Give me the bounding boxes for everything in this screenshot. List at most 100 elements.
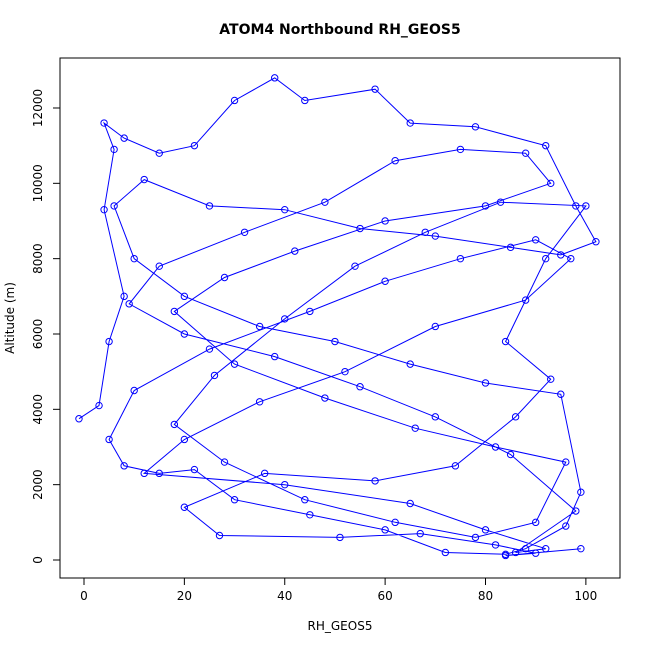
data-point bbox=[110, 145, 118, 154]
data-point bbox=[416, 529, 424, 538]
data-point bbox=[100, 205, 108, 214]
data-point bbox=[471, 123, 480, 131]
data-point bbox=[321, 394, 329, 402]
data-point bbox=[210, 371, 219, 380]
data-point bbox=[155, 149, 163, 157]
data-point bbox=[481, 379, 490, 387]
data-point bbox=[356, 383, 364, 391]
data-point bbox=[230, 360, 239, 368]
data-point bbox=[381, 526, 389, 534]
y-tick-label: 2000 bbox=[31, 469, 45, 500]
y-tick-label: 8000 bbox=[31, 243, 45, 274]
data-point bbox=[592, 238, 600, 246]
data-point bbox=[291, 247, 299, 255]
y-tick-label: 6000 bbox=[31, 319, 45, 350]
data-point bbox=[220, 273, 229, 282]
data-point bbox=[230, 96, 239, 105]
data-point bbox=[542, 544, 550, 553]
data-point bbox=[491, 443, 500, 451]
data-point bbox=[240, 228, 249, 236]
x-tick-label: 20 bbox=[177, 589, 192, 603]
data-point bbox=[406, 119, 414, 127]
data-point bbox=[562, 522, 570, 530]
y-tick-label: 4000 bbox=[31, 394, 45, 425]
data-point bbox=[572, 202, 580, 210]
data-point bbox=[301, 96, 309, 105]
data-point bbox=[562, 458, 570, 466]
data-point bbox=[411, 424, 419, 432]
data-point bbox=[471, 533, 480, 542]
data-point bbox=[255, 398, 264, 406]
data-point bbox=[220, 458, 229, 466]
data-point bbox=[451, 462, 460, 470]
data-point bbox=[170, 420, 179, 429]
x-tick-label: 0 bbox=[80, 589, 88, 603]
x-tick-label: 100 bbox=[574, 589, 597, 603]
data-point bbox=[180, 292, 189, 301]
data-point bbox=[120, 292, 128, 301]
data-point bbox=[205, 202, 214, 210]
data-point bbox=[170, 307, 179, 316]
data-point bbox=[481, 526, 490, 534]
data-point bbox=[271, 352, 279, 361]
data-point bbox=[371, 85, 379, 93]
data-point bbox=[155, 469, 163, 478]
data-point bbox=[391, 518, 399, 527]
data-point bbox=[557, 251, 565, 259]
data-point bbox=[542, 141, 550, 150]
data-point bbox=[205, 345, 214, 353]
data-point bbox=[190, 141, 199, 150]
data-point bbox=[331, 337, 339, 346]
data-point bbox=[557, 390, 565, 398]
chart-title: ATOM4 Northbound RH_GEOS5 bbox=[219, 22, 460, 38]
data-point bbox=[140, 469, 148, 478]
data-point bbox=[130, 254, 138, 263]
data-point bbox=[577, 544, 585, 553]
data-point bbox=[281, 480, 289, 489]
data-point bbox=[421, 228, 429, 236]
data-point bbox=[120, 462, 128, 470]
data-point bbox=[155, 262, 163, 270]
x-axis-label: RH_GEOS5 bbox=[308, 619, 373, 633]
data-point bbox=[190, 465, 199, 474]
data-point bbox=[140, 175, 148, 184]
data-point bbox=[441, 548, 450, 557]
data-point bbox=[542, 254, 550, 263]
data-point bbox=[75, 415, 83, 423]
x-tick-label: 80 bbox=[478, 589, 493, 603]
data-point bbox=[391, 157, 399, 165]
y-tick-label: 0 bbox=[31, 556, 45, 564]
data-point bbox=[406, 499, 414, 508]
data-point bbox=[341, 367, 349, 376]
data-point bbox=[547, 179, 555, 188]
data-point bbox=[521, 149, 530, 157]
data-point bbox=[456, 145, 465, 154]
data-point bbox=[521, 296, 530, 304]
data-point bbox=[105, 435, 113, 444]
data-point bbox=[321, 198, 329, 206]
data-line bbox=[78, 77, 597, 556]
data-point bbox=[180, 330, 189, 338]
data-point bbox=[567, 254, 575, 263]
data-point bbox=[531, 518, 540, 527]
x-tick-label: 40 bbox=[277, 589, 292, 603]
data-point bbox=[230, 496, 239, 504]
data-point bbox=[301, 496, 309, 504]
data-point bbox=[577, 488, 585, 496]
data-point bbox=[281, 205, 289, 214]
data-point bbox=[371, 477, 379, 485]
data-point bbox=[100, 119, 108, 127]
data-point bbox=[125, 300, 133, 308]
data-point bbox=[255, 322, 264, 331]
data-point bbox=[491, 541, 500, 549]
data-point bbox=[582, 202, 590, 210]
data-point bbox=[180, 435, 189, 444]
y-tick-label: 12000 bbox=[31, 89, 45, 127]
data-point bbox=[95, 401, 103, 410]
y-axis-label: Altitude (m) bbox=[3, 282, 17, 354]
data-point bbox=[431, 232, 440, 240]
data-point bbox=[511, 413, 520, 421]
x-tick-label: 60 bbox=[377, 589, 392, 603]
data-point bbox=[260, 469, 269, 478]
